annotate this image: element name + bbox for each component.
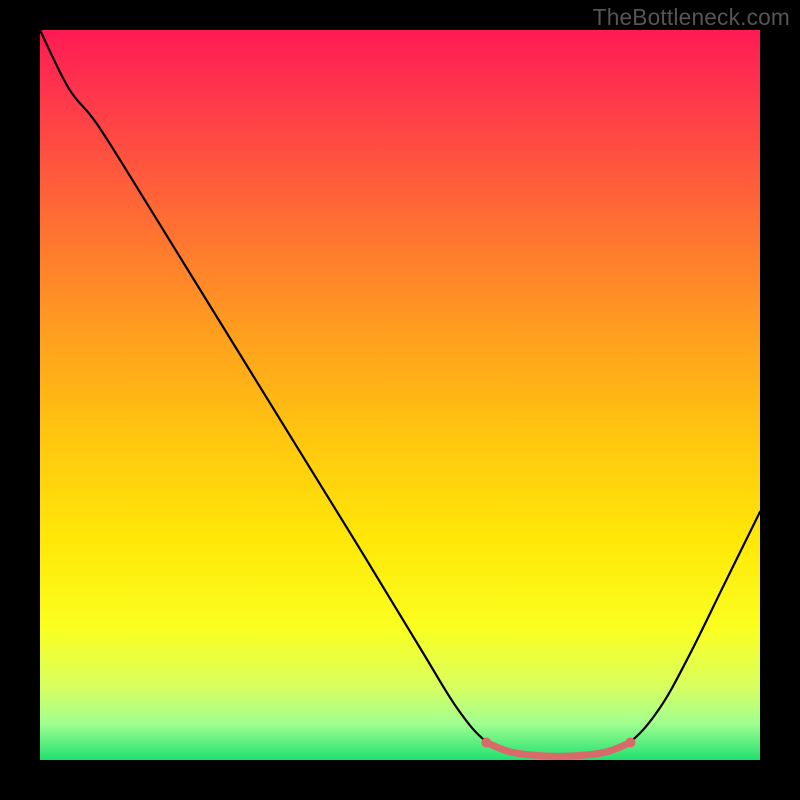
optimal-range-endpoint <box>625 737 635 747</box>
bottleneck-chart <box>0 0 800 800</box>
plot-gradient <box>40 30 760 760</box>
optimal-range-endpoint <box>481 737 491 747</box>
attribution-label: TheBottleneck.com <box>593 4 790 31</box>
chart-stage: TheBottleneck.com <box>0 0 800 800</box>
